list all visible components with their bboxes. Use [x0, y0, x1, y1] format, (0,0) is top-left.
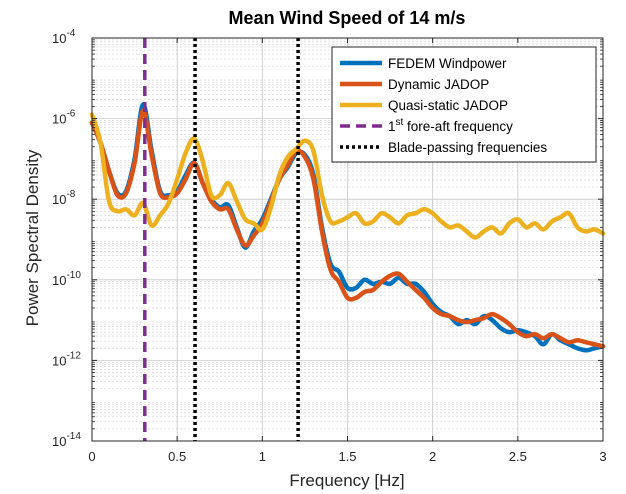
- y-tick-label: 10-6: [52, 109, 76, 127]
- x-tick-label: 1: [259, 449, 266, 464]
- x-axis-label: Frequency [Hz]: [289, 471, 404, 490]
- series-layer: [89, 102, 606, 353]
- y-tick-label: 10-14: [52, 431, 81, 449]
- legend-label: Blade-passing frequencies: [388, 140, 547, 155]
- legend-label: FEDEM Windpower: [388, 56, 507, 71]
- x-tick-label: 0: [88, 449, 95, 464]
- chart-title: Mean Wind Speed of 14 m/s: [229, 8, 466, 28]
- y-tick-label: 10-4: [52, 28, 76, 46]
- y-tick-exponent: -10: [66, 270, 81, 281]
- y-tick-label: 10-8: [52, 189, 76, 207]
- y-tick-exponent: -14: [66, 431, 81, 442]
- y-axis-label: Power Spectral Density: [23, 149, 42, 326]
- x-tick-label: 1.5: [338, 449, 356, 464]
- y-tick-label: 10-12: [52, 350, 81, 368]
- legend-label: Dynamic JADOP: [388, 77, 489, 92]
- y-tick-exponent: -6: [66, 109, 75, 120]
- x-tick-label: 0.5: [168, 449, 186, 464]
- x-tick-label: 2: [429, 449, 436, 464]
- y-tick-exponent: -12: [66, 350, 81, 361]
- x-tick-label: 3: [599, 449, 606, 464]
- x-axis: 0 0.5 1 1.5 2 2.5 3: [88, 38, 607, 464]
- y-tick-exponent: -4: [66, 28, 75, 39]
- series-line-dynamic-jadop: [89, 108, 606, 349]
- y-tick-label: 10-10: [52, 270, 81, 288]
- legend-label: Quasi-static JADOP: [388, 98, 508, 113]
- y-tick-exponent: -8: [66, 189, 75, 200]
- series-line-quasi-static-jadop: [89, 112, 606, 240]
- vertical-lines: [143, 38, 300, 441]
- x-tick-label: 2.5: [509, 449, 527, 464]
- legend-label: 1st fore-aft frequency: [388, 117, 513, 134]
- legend: FEDEM Windpower Dynamic JADOP Quasi-static…: [331, 46, 597, 163]
